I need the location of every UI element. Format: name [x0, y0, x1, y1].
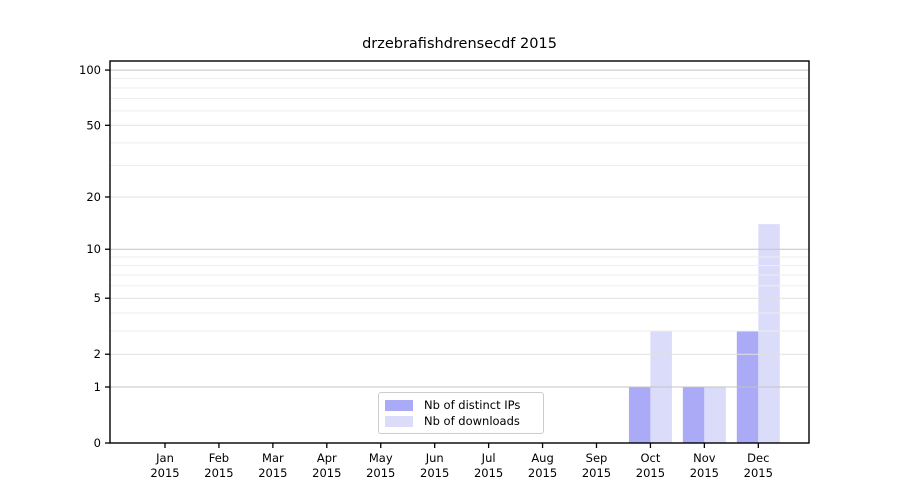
bar-downloads-nov	[704, 386, 726, 443]
legend-label-distinct-ips: Nb of distinct IPs	[424, 398, 521, 412]
x-tick-label-year-dec: 2015	[744, 466, 773, 480]
y-tick-label-20: 20	[86, 190, 101, 204]
x-tick-label-month-jul: Jul	[481, 451, 496, 465]
y-tick-label-100: 100	[79, 63, 101, 77]
y-tick-label-2: 2	[94, 347, 101, 361]
x-tick-label-month-sep: Sep	[586, 451, 608, 465]
legend-swatch-downloads	[385, 415, 413, 427]
x-tick-label-month-jun: Jun	[425, 451, 444, 465]
x-tick-label-year-apr: 2015	[312, 466, 341, 480]
x-tick-label-month-dec: Dec	[747, 451, 769, 465]
bar-distinct-ips-oct	[628, 386, 651, 443]
x-tick-label-year-mar: 2015	[258, 466, 287, 480]
y-tick-label-1: 1	[94, 380, 101, 394]
legend: Nb of distinct IPs Nb of downloads	[378, 392, 544, 434]
x-tick-label-year-sep: 2015	[582, 466, 611, 480]
x-tick-label-year-may: 2015	[366, 466, 395, 480]
x-tick-label-year-jul: 2015	[474, 466, 503, 480]
x-tick-label-month-nov: Nov	[693, 451, 716, 465]
bar-downloads-dec	[758, 224, 780, 443]
x-tick-label-month-oct: Oct	[640, 451, 660, 465]
plot-background	[110, 61, 809, 443]
x-tick-label-year-oct: 2015	[636, 466, 665, 480]
x-tick-label-month-jan: Jan	[155, 451, 174, 465]
y-tick-label-50: 50	[86, 118, 101, 132]
x-tick-label-month-apr: Apr	[317, 451, 337, 465]
y-tick-label-5: 5	[94, 291, 101, 305]
x-tick-label-year-jan: 2015	[150, 466, 179, 480]
x-tick-label-year-aug: 2015	[528, 466, 557, 480]
axes-spines	[109, 60, 810, 444]
y-tick-label-10: 10	[86, 242, 101, 256]
x-tick-label-year-feb: 2015	[204, 466, 233, 480]
x-tick-label-month-feb: Feb	[209, 451, 229, 465]
legend-item-downloads: Nb of downloads	[385, 414, 535, 429]
chart-title: drzebrafishdrensecdf 2015	[362, 36, 557, 52]
x-tick-label-year-nov: 2015	[690, 466, 719, 480]
bar-distinct-ips-nov	[682, 386, 705, 443]
y-tick-label-0: 0	[94, 436, 101, 450]
legend-label-downloads: Nb of downloads	[424, 414, 520, 428]
x-tick-label-month-may: May	[369, 451, 393, 465]
legend-item-distinct-ips: Nb of distinct IPs	[385, 398, 535, 413]
legend-swatch-distinct-ips	[385, 399, 413, 411]
x-tick-label-month-mar: Mar	[262, 451, 284, 465]
x-tick-label-year-jun: 2015	[420, 466, 449, 480]
x-tick-label-month-aug: Aug	[531, 451, 553, 465]
